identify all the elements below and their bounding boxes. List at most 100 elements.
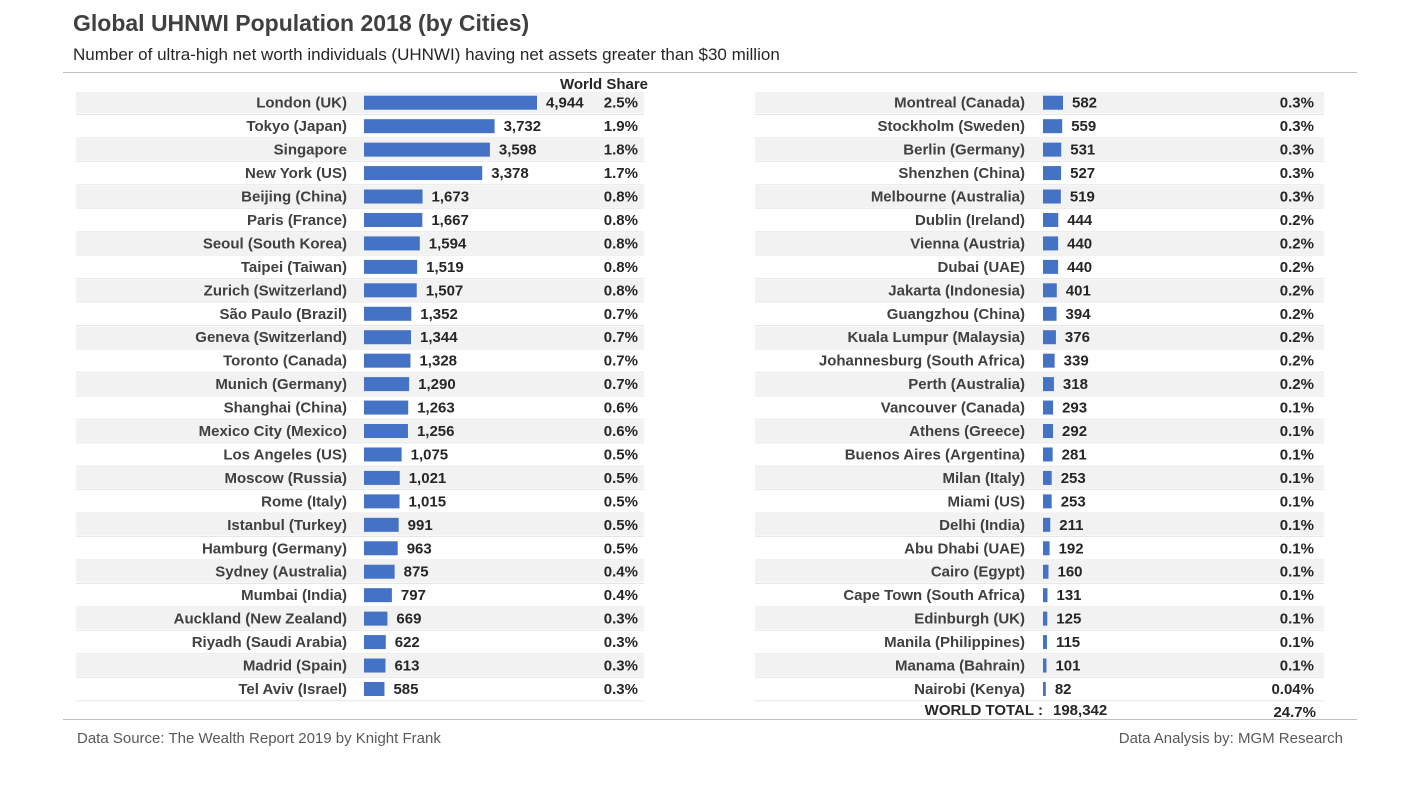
right-value-label: 531 [1070,142,1095,159]
left-value-label: 1,507 [426,282,464,299]
right-bar [1043,95,1063,110]
right-value-label: 559 [1071,118,1096,135]
left-share-label: 0.8% [604,235,638,252]
right-row-stripe [755,326,1324,348]
right-bar [1043,424,1054,439]
left-row-stripe [76,185,644,208]
right-bar [1043,377,1054,392]
left-value-label: 585 [393,681,418,698]
left-share-label: 0.7% [604,353,638,370]
right-category-label: Vienna (Austria) [910,235,1025,252]
right-bar [1043,142,1062,157]
right-row-stripe [755,138,1324,161]
right-bar [1043,494,1052,509]
left-category-label: Mumbai (India) [241,587,347,604]
right-category-label: Dublin (Ireland) [915,212,1025,229]
right-share-label: 0.1% [1280,587,1314,604]
left-row-stripe [76,467,644,489]
left-bar [364,377,410,392]
left-share-label: 0.5% [604,446,638,463]
left-category-label: Beijing (China) [241,189,347,206]
right-category-label: Johannesburg (South Africa) [819,353,1025,370]
right-bar [1043,166,1062,181]
right-share-label: 0.3% [1280,95,1314,112]
right-row-stripe [755,514,1324,536]
right-share-label: 0.04% [1271,681,1314,698]
right-share-label: 0.3% [1280,165,1314,182]
left-bar [364,119,495,134]
right-category-label: Cairo (Egypt) [931,564,1025,581]
left-bar [364,212,423,227]
left-value-label: 3,732 [504,118,542,135]
right-value-label: 253 [1061,470,1086,487]
left-category-label: Moscow (Russia) [224,470,347,487]
right-share-label: 0.1% [1280,634,1314,651]
left-share-label: 0.8% [604,189,638,206]
left-value-label: 875 [404,564,429,581]
right-share-label: 0.1% [1280,517,1314,534]
right-value-label: 125 [1056,611,1081,628]
left-category-label: Seoul (South Korea) [203,235,347,252]
left-value-label: 4,944 [546,95,584,112]
right-bar [1043,400,1054,415]
right-category-label: Miami (US) [947,493,1025,510]
right-share-label: 0.2% [1280,306,1314,323]
right-category-label: Montreal (Canada) [894,95,1025,112]
left-share-label: 0.4% [604,587,638,604]
left-category-label: Tokyo (Japan) [246,118,347,135]
left-share-label: 0.7% [604,329,638,346]
left-share-label: 0.3% [604,611,638,628]
left-bar [364,306,412,321]
right-share-label: 0.2% [1280,282,1314,299]
right-bar [1043,189,1061,204]
left-share-label: 0.6% [604,400,638,417]
left-value-label: 1,519 [426,259,464,276]
left-value-label: 1,673 [432,189,470,206]
right-value-label: 281 [1062,446,1087,463]
right-bar [1043,330,1056,345]
right-category-label: Perth (Australia) [908,376,1025,393]
right-value-label: 211 [1059,517,1083,534]
right-bar [1043,681,1046,696]
left-bar [364,283,417,298]
data-analysis-credit: Data Analysis by: MGM Research [1118,730,1343,747]
right-share-label: 0.2% [1280,259,1314,276]
left-bar [364,142,490,157]
left-category-label: Riyadh (Saudi Arabia) [192,634,347,651]
right-bar [1043,259,1059,274]
left-category-label: Paris (France) [247,212,347,229]
right-category-label: Nairobi (Kenya) [914,681,1025,698]
right-value-label: 115 [1056,634,1080,651]
left-row-stripe [76,138,644,161]
right-value-label: 394 [1066,306,1092,323]
right-value-label: 440 [1067,259,1092,276]
bottom-divider [63,719,1357,720]
right-share-label: 0.1% [1280,423,1314,440]
right-value-label: 582 [1072,95,1097,112]
right-share-label: 0.1% [1280,658,1314,675]
right-share-label: 0.3% [1280,189,1314,206]
left-value-label: 1,290 [418,376,456,393]
right-category-label: Kuala Lumpur (Malaysia) [847,329,1025,346]
right-value-label: 131 [1057,587,1082,604]
left-value-label: 1,344 [420,329,458,346]
left-row-stripe [76,373,644,395]
left-share-label: 1.9% [604,118,638,135]
left-share-label: 0.8% [604,282,638,299]
right-bar [1043,564,1049,579]
left-value-label: 1,667 [431,212,469,229]
left-value-label: 669 [396,611,421,628]
right-bar [1043,470,1052,485]
data-source: Data Source: The Wealth Report 2019 by K… [77,730,441,747]
right-bar [1043,658,1047,673]
left-category-label: Tel Aviv (Israel) [238,681,347,698]
right-row-stripe [755,373,1324,395]
right-category-label: Stockholm (Sweden) [877,118,1025,135]
left-category-label: Shanghai (China) [224,400,347,417]
right-share-label: 0.1% [1280,540,1314,557]
right-share-label: 0.2% [1280,376,1314,393]
left-category-label: Madrid (Spain) [243,658,347,675]
left-value-label: 1,256 [417,423,455,440]
left-share-label: 0.8% [604,212,638,229]
right-value-label: 192 [1059,540,1084,557]
